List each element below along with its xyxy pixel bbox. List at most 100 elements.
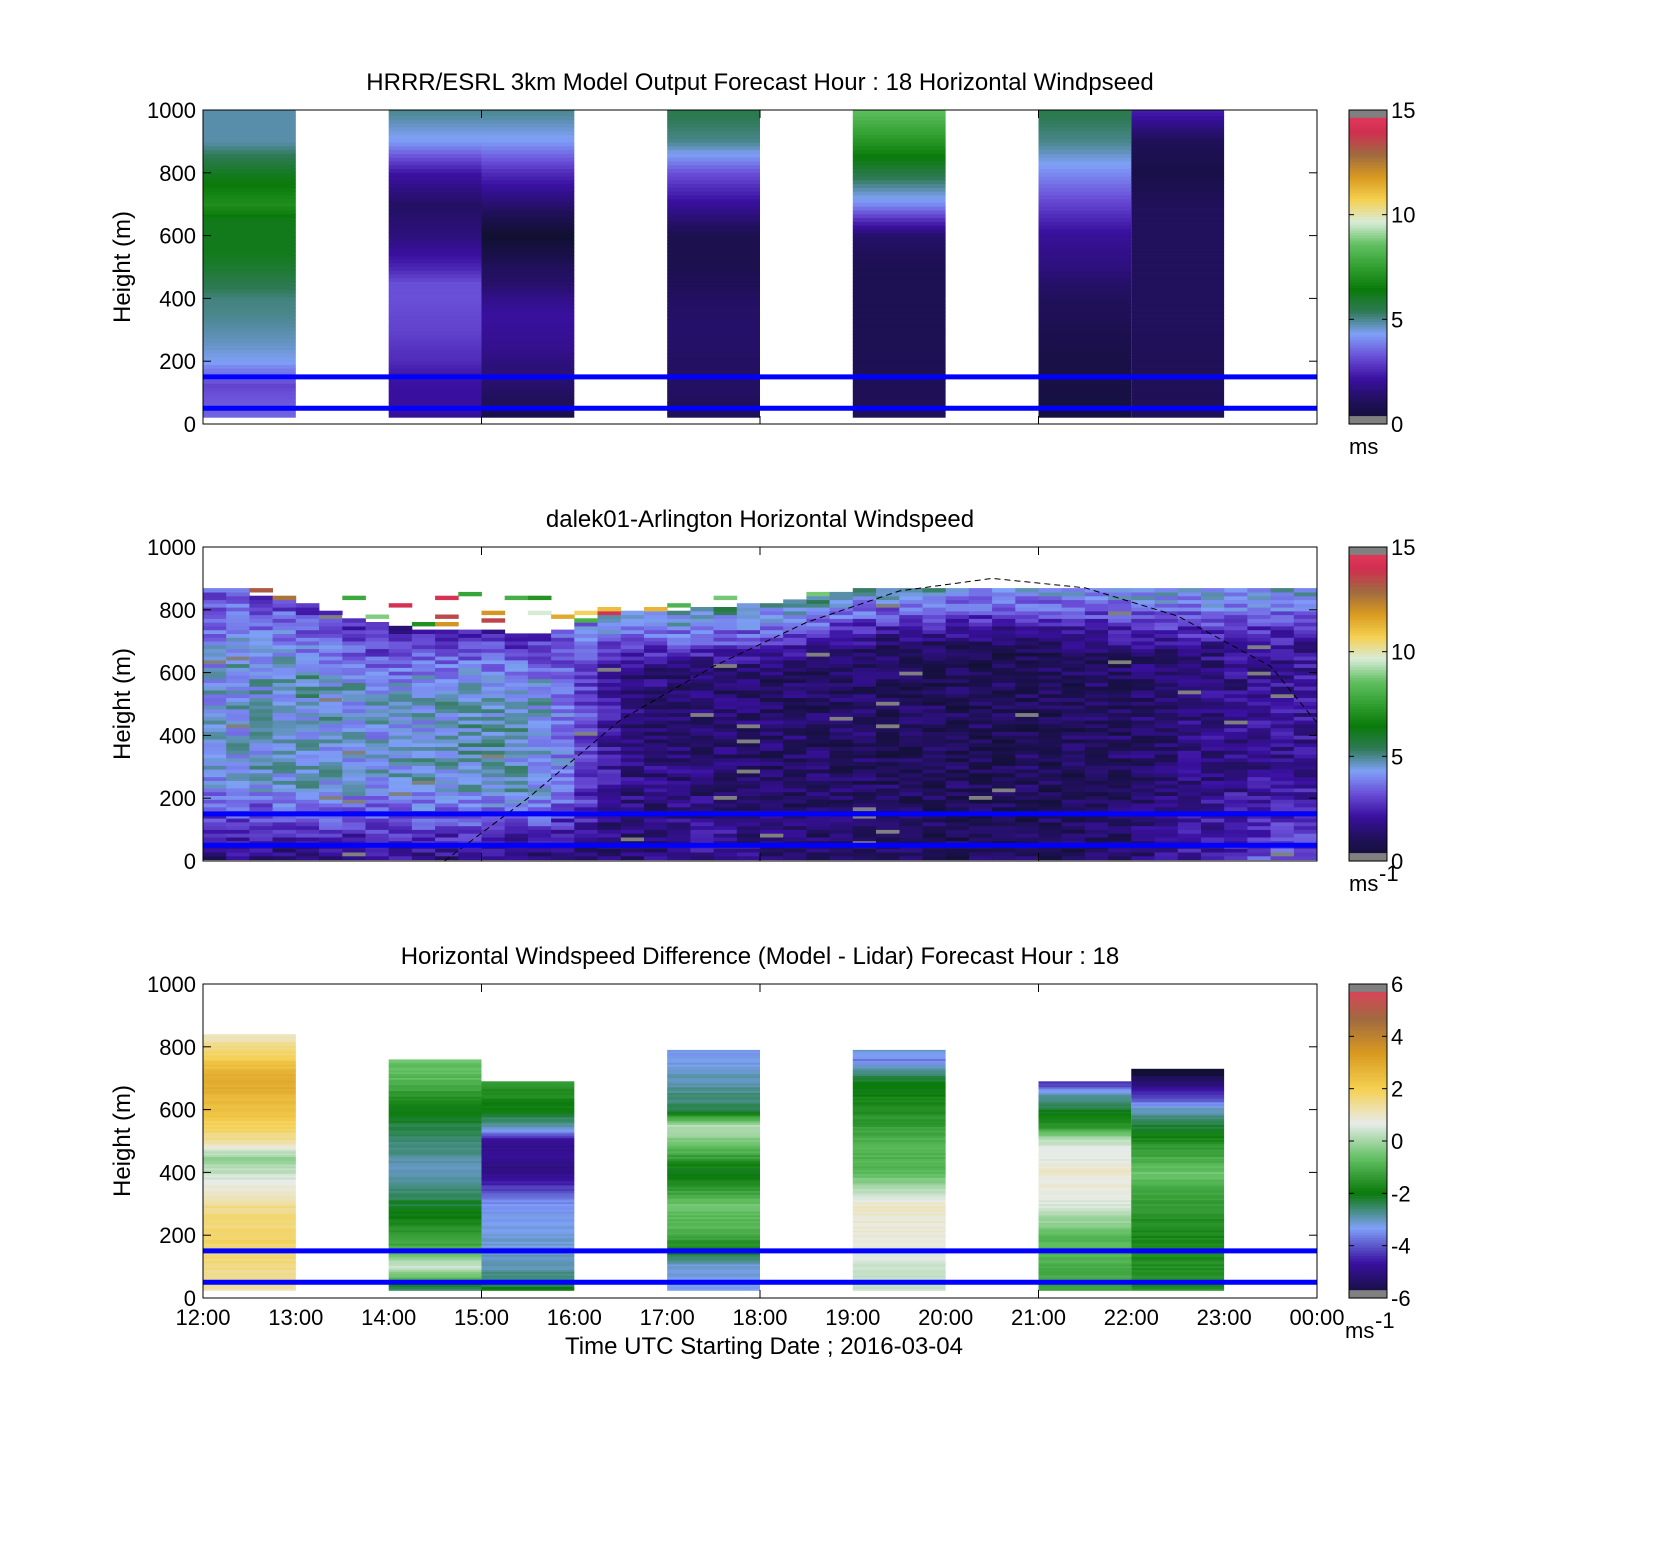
heatmap-cell (203, 1066, 296, 1069)
heatmap-cell (1201, 663, 1225, 668)
heatmap-cell (1038, 115, 1132, 121)
heatmap-cell (1131, 183, 1225, 188)
heatmap-cell (226, 712, 250, 717)
heatmap-cell (852, 1162, 946, 1165)
heatmap-cell (388, 1235, 482, 1238)
heatmap-cell (203, 1088, 296, 1092)
heatmap-cell (1293, 806, 1318, 812)
heatmap-cell (481, 1158, 575, 1161)
heatmap-cell (852, 1103, 946, 1107)
heatmap-cell (1061, 708, 1086, 714)
heatmap-cell (1201, 750, 1225, 755)
heatmap-cell (342, 704, 366, 710)
heatmap-cell (1084, 704, 1109, 710)
heatmap-cell (226, 663, 250, 668)
heatmap-cell (295, 618, 320, 623)
heatmap-cell (527, 829, 552, 834)
heatmap-cell (829, 757, 854, 763)
heatmap-cell (1247, 851, 1271, 857)
colorbar-swatch (1349, 342, 1387, 347)
heatmap-cell (644, 640, 668, 646)
heatmap-cell (968, 686, 993, 691)
heatmap-cell (829, 727, 854, 732)
heatmap-cell (852, 1180, 946, 1184)
heatmap-cell (1038, 1218, 1132, 1222)
heatmap-cell (1108, 855, 1132, 861)
heatmap-cell (1131, 1246, 1225, 1250)
heatmap-cell (806, 795, 830, 800)
heatmap-cell (481, 1137, 575, 1140)
heatmap-cell (667, 738, 691, 744)
heatmap-cell (667, 1060, 760, 1063)
heatmap-cell (249, 738, 273, 744)
heatmap-cell (504, 787, 529, 793)
heatmap-cell (203, 1133, 296, 1137)
heatmap-cell (203, 228, 296, 234)
heatmap-cell (806, 802, 830, 808)
heatmap-cell (852, 213, 946, 218)
heatmap-cell (1131, 802, 1155, 808)
heatmap-cell (922, 784, 947, 789)
heatmap-cell (481, 791, 506, 796)
heatmap-cell (481, 1130, 575, 1133)
heatmap-cell (388, 232, 482, 237)
colorbar-unit-exponent: -1 (1379, 861, 1399, 886)
heatmap-cell (1038, 1199, 1132, 1203)
heatmap-cell (644, 802, 668, 808)
heatmap-cell (1270, 656, 1295, 661)
heatmap-cell (1015, 648, 1039, 653)
heatmap-cell (1038, 1103, 1132, 1107)
heatmap-cell (1224, 633, 1248, 638)
heatmap-cell (203, 678, 227, 683)
heatmap-cell (922, 769, 947, 774)
heatmap-cell (852, 1094, 946, 1097)
heatmap-cell (852, 1145, 946, 1148)
heatmap-cell (736, 855, 761, 861)
heatmap-cell (574, 656, 598, 661)
heatmap-cell (852, 735, 877, 740)
heatmap-cell (411, 637, 436, 642)
heatmap-cell (342, 659, 366, 665)
heatmap-cell (667, 1090, 760, 1093)
heatmap-cell (806, 656, 830, 661)
heatmap-cell (760, 772, 784, 778)
heatmap-cell (249, 772, 273, 778)
heatmap-cell (760, 701, 784, 706)
heatmap-cell (644, 757, 668, 763)
heatmap-cell (1015, 821, 1039, 827)
heatmap-cell (736, 750, 761, 755)
heatmap-cell (1038, 1130, 1132, 1133)
heatmap-cell (1131, 855, 1155, 861)
colorbar-swatch (1349, 850, 1387, 854)
heatmap-cell (1224, 720, 1248, 725)
heatmap-cell (899, 761, 923, 766)
heatmap-cell (203, 640, 227, 646)
heatmap-cell (852, 240, 946, 245)
heatmap-cell (1131, 652, 1155, 657)
heatmap-cell (504, 727, 529, 732)
heatmap-cell (1108, 659, 1132, 665)
heatmap-cell (852, 708, 877, 714)
heatmap-cell (435, 738, 459, 744)
heatmap-cell (249, 716, 273, 721)
heatmap-cell (388, 243, 482, 249)
heatmap-cell (388, 1190, 482, 1193)
heatmap-cell (342, 855, 366, 861)
heatmap-cell (1131, 686, 1155, 691)
heatmap-cell (644, 784, 668, 789)
heatmap-cell (1224, 671, 1248, 676)
heatmap-cell (1108, 772, 1132, 778)
heatmap-cell (226, 765, 250, 770)
heatmap-cell (504, 595, 529, 601)
heatmap-cell (481, 1133, 575, 1137)
colorbar-swatch (1349, 227, 1387, 231)
heatmap-cell (1201, 686, 1225, 691)
heatmap-cell (272, 746, 297, 751)
heatmap-cell (852, 111, 946, 117)
heatmap-cell (1084, 821, 1109, 827)
heatmap-cell (1015, 742, 1039, 747)
heatmap-cell (411, 659, 436, 665)
heatmap-cell (736, 686, 761, 691)
heatmap-cell (226, 753, 250, 759)
heatmap-cell (1038, 1277, 1132, 1280)
